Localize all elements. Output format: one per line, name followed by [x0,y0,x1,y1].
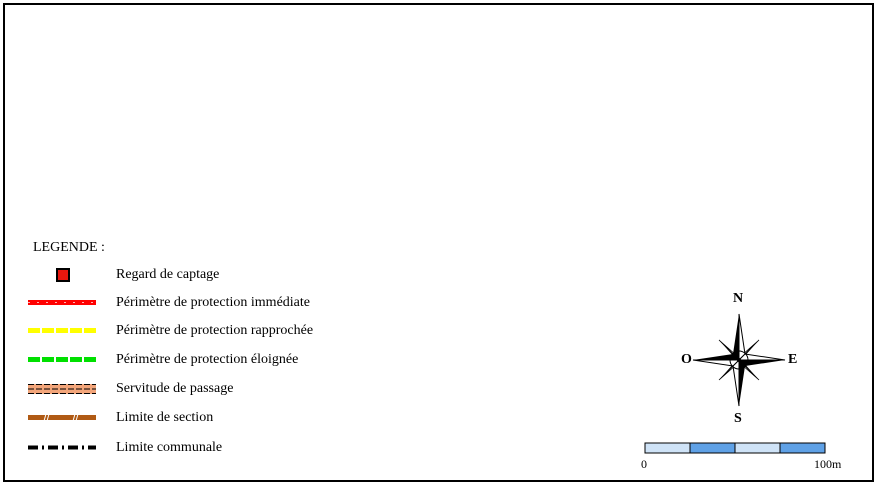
compass-east-label: E [788,352,798,367]
legend-item-immediate: Périmètre de protection immédiate [28,292,428,314]
legend-item-communale: Limite communale [28,437,428,459]
compass-west-label: O [681,352,692,367]
yellow-line-icon [28,328,96,333]
servitude-band-icon [28,384,96,394]
compass-rose: N S E O [678,290,798,430]
legend-label: Périmètre de protection éloignée [116,352,299,367]
compass-rose-icon [692,313,786,407]
scale-bar-graphic [644,442,826,454]
scale-start-label: 0 [641,457,647,471]
compass-north-label: N [733,291,744,306]
scale-bar: 0 100m [640,440,842,480]
legend-item-regard: Regard de captage [28,264,428,286]
section-line-icon [28,413,96,422]
communal-line-icon [28,445,96,450]
legend-label: Périmètre de protection rapprochée [116,323,314,338]
legend-item-rapprochee: Périmètre de protection rapprochée [28,320,428,342]
green-line-icon [28,357,96,362]
regard-symbol-icon [56,268,70,282]
map-frame [3,3,874,482]
legend-label: Limite communale [116,440,223,455]
compass-south-label: S [734,411,742,426]
legend-item-eloignee: Périmètre de protection éloignée [28,349,428,371]
legend-item-servitude: Servitude de passage [28,378,428,400]
legend-item-section: Limite de section [28,407,428,429]
legend-label: Regard de captage [116,267,220,282]
legend-label: Servitude de passage [116,381,234,396]
red-line-icon [28,300,96,305]
legend-label: Limite de section [116,410,214,425]
legend-label: Périmètre de protection immédiate [116,295,310,310]
legend-title: LEGENDE : [33,240,105,255]
scale-end-label: 100m [814,457,842,471]
